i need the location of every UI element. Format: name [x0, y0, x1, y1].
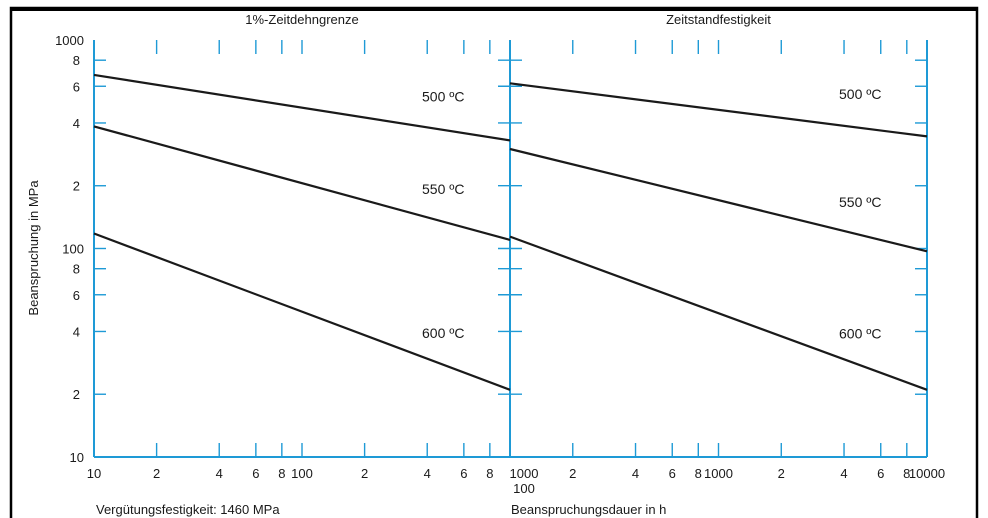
panel-1-series-label-3: 600 ºC	[422, 325, 464, 341]
chart-text: 500 ºC 550 ºC 600 ºC 1%-Zeitdehngrenze 10 2 4 6…	[26, 12, 945, 517]
y-tick-label: 4	[73, 116, 80, 131]
y-tick-label: 8	[73, 53, 80, 68]
panel-2-x-tick-label: 8	[903, 466, 910, 481]
panel-2-series-label-3: 600 ºC	[839, 326, 881, 342]
panel-2-curve-3	[509, 235, 928, 391]
panel-1-title: 1%-Zeitdehngrenze	[245, 12, 358, 27]
panel-1-x-tick-label: 4	[216, 466, 223, 481]
y-tick-label: 1000	[55, 33, 84, 48]
panel-2-x-tick-label: 8	[695, 466, 702, 481]
panel-2-curve-2	[509, 147, 928, 253]
panel-1-x-tick-label: 8	[486, 466, 493, 481]
panel-2-x-tick-label: 6	[669, 466, 676, 481]
axis-ticks	[94, 40, 927, 457]
panel-2-curve-1	[509, 82, 928, 138]
y-tick-label: 2	[73, 179, 80, 194]
panel-2-title: Zeitstandfestigkeit	[666, 12, 771, 27]
panel-1-x-tick-label: 4	[424, 466, 431, 481]
y-axis-label: Beanspruchung in MPa	[26, 180, 41, 316]
panel-1-x-tick-label: 6	[252, 466, 259, 481]
panel-1-x-tick-label-end: 1000	[510, 466, 539, 481]
y-tick-label: 10	[70, 450, 84, 465]
panel-2-x-tick-label: 2	[569, 466, 576, 481]
panel-1-x-tick-label: 2	[153, 466, 160, 481]
y-tick-label: 2	[73, 387, 80, 402]
panel-2-x-tick-label: 2	[778, 466, 785, 481]
outer-frame	[9, 6, 979, 518]
panel-1-x-tick-label: 8	[278, 466, 285, 481]
panel-2-x-tick-label: 4	[840, 466, 847, 481]
y-tick-label: 6	[73, 79, 80, 94]
tempering-strength-note: Vergütungsfestigkeit: 1460 MPa	[96, 502, 280, 517]
panel-2-x-tick-label: 10000	[909, 466, 945, 481]
panel-1-curve-3	[93, 232, 511, 391]
panel-2-x-tick-label: 1000	[704, 466, 733, 481]
y-tick-label: 6	[73, 288, 80, 303]
y-tick-label: 4	[73, 324, 80, 339]
panel-1-x-tick-label: 2	[361, 466, 368, 481]
panel-1-curve-1	[93, 73, 511, 142]
panel-2-series-label-1: 500 ºC	[839, 86, 881, 102]
panel-1-x-tick-label: 6	[460, 466, 467, 481]
y-tick-label: 100	[62, 242, 84, 257]
y-tick-label: 8	[73, 262, 80, 277]
panel-1-curve-2	[93, 125, 511, 241]
x-axis-label: Beanspruchungsdauer in h	[511, 502, 666, 517]
panel-1-x-tick-label: 100	[291, 466, 313, 481]
data-curves	[93, 73, 928, 391]
panel-2-x-tick-label: 4	[632, 466, 639, 481]
panel-1-series-label-2: 550 ºC	[422, 181, 464, 197]
panel-1-series-label-1: 500 ºC	[422, 88, 464, 104]
panel-2-x-tick-label: 6	[877, 466, 884, 481]
panel-2-x-tick-label-start: 100	[513, 481, 535, 496]
panel-2-series-label-2: 550 ºC	[839, 194, 881, 210]
panel-1-x-tick-label: 10	[87, 466, 101, 481]
